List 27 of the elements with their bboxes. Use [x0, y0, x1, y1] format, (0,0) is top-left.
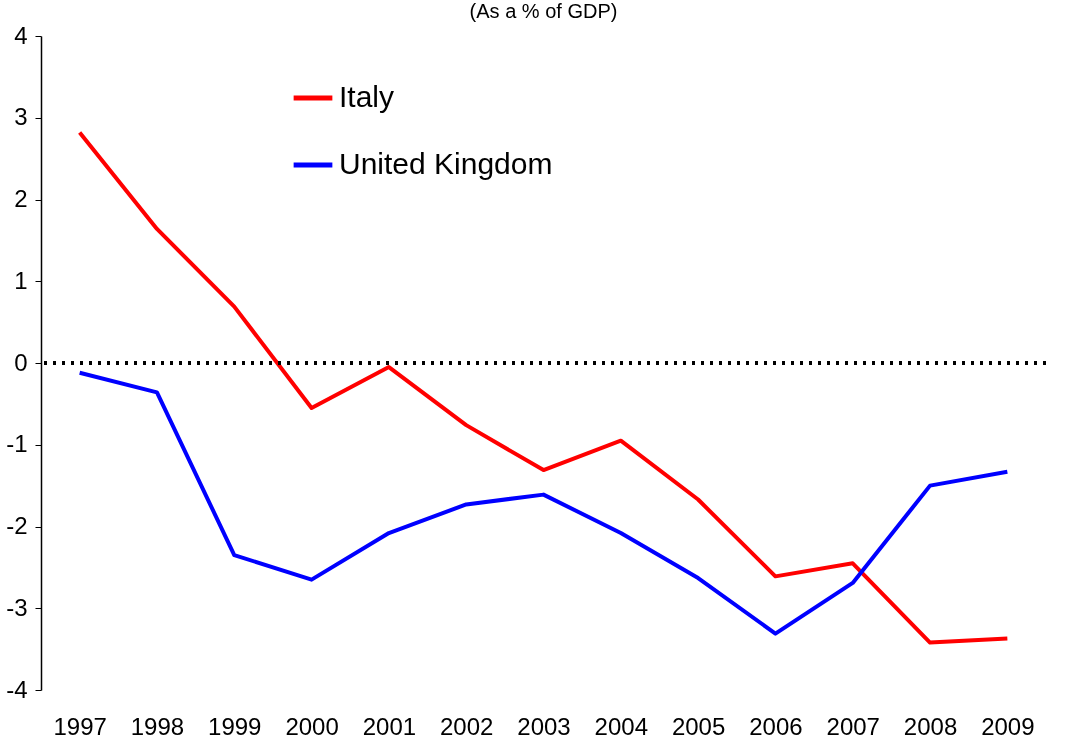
y-tick-label: 4: [14, 21, 28, 49]
x-tick-label: 1997: [53, 712, 107, 740]
x-tick-label: 1999: [208, 712, 262, 740]
y-tick-label: 1: [14, 266, 28, 294]
line-series: [77, 130, 1010, 645]
y-tick-label: -1: [6, 430, 28, 458]
x-tick-label: 2009: [981, 712, 1035, 740]
x-tick-label: 2008: [903, 712, 958, 740]
x-tick-label: 2002: [440, 712, 494, 740]
chart-title: (As a % of GDP): [469, 0, 618, 22]
legend-label: United Kingdom: [339, 147, 553, 180]
line-series: [77, 370, 1010, 636]
x-tick-label: 2000: [285, 712, 339, 740]
x-tick-label: 2007: [826, 712, 880, 740]
x-tick-label: 2005: [671, 712, 726, 740]
y-tick-label: 0: [14, 348, 28, 376]
y-tick-label: 3: [14, 103, 28, 131]
y-tick-label: -2: [6, 512, 28, 539]
legend-label: Italy: [339, 80, 395, 113]
x-tick-label: 2001: [362, 712, 417, 740]
x-tick-label: 1998: [130, 712, 185, 740]
x-tick-label: 2006: [749, 712, 803, 740]
x-tick-label: 2004: [594, 712, 648, 740]
y-tick-label: -3: [6, 593, 28, 621]
y-tick-label: 2: [14, 185, 28, 212]
x-tick-label: 2003: [517, 712, 571, 740]
y-tick-label: -4: [6, 675, 28, 703]
